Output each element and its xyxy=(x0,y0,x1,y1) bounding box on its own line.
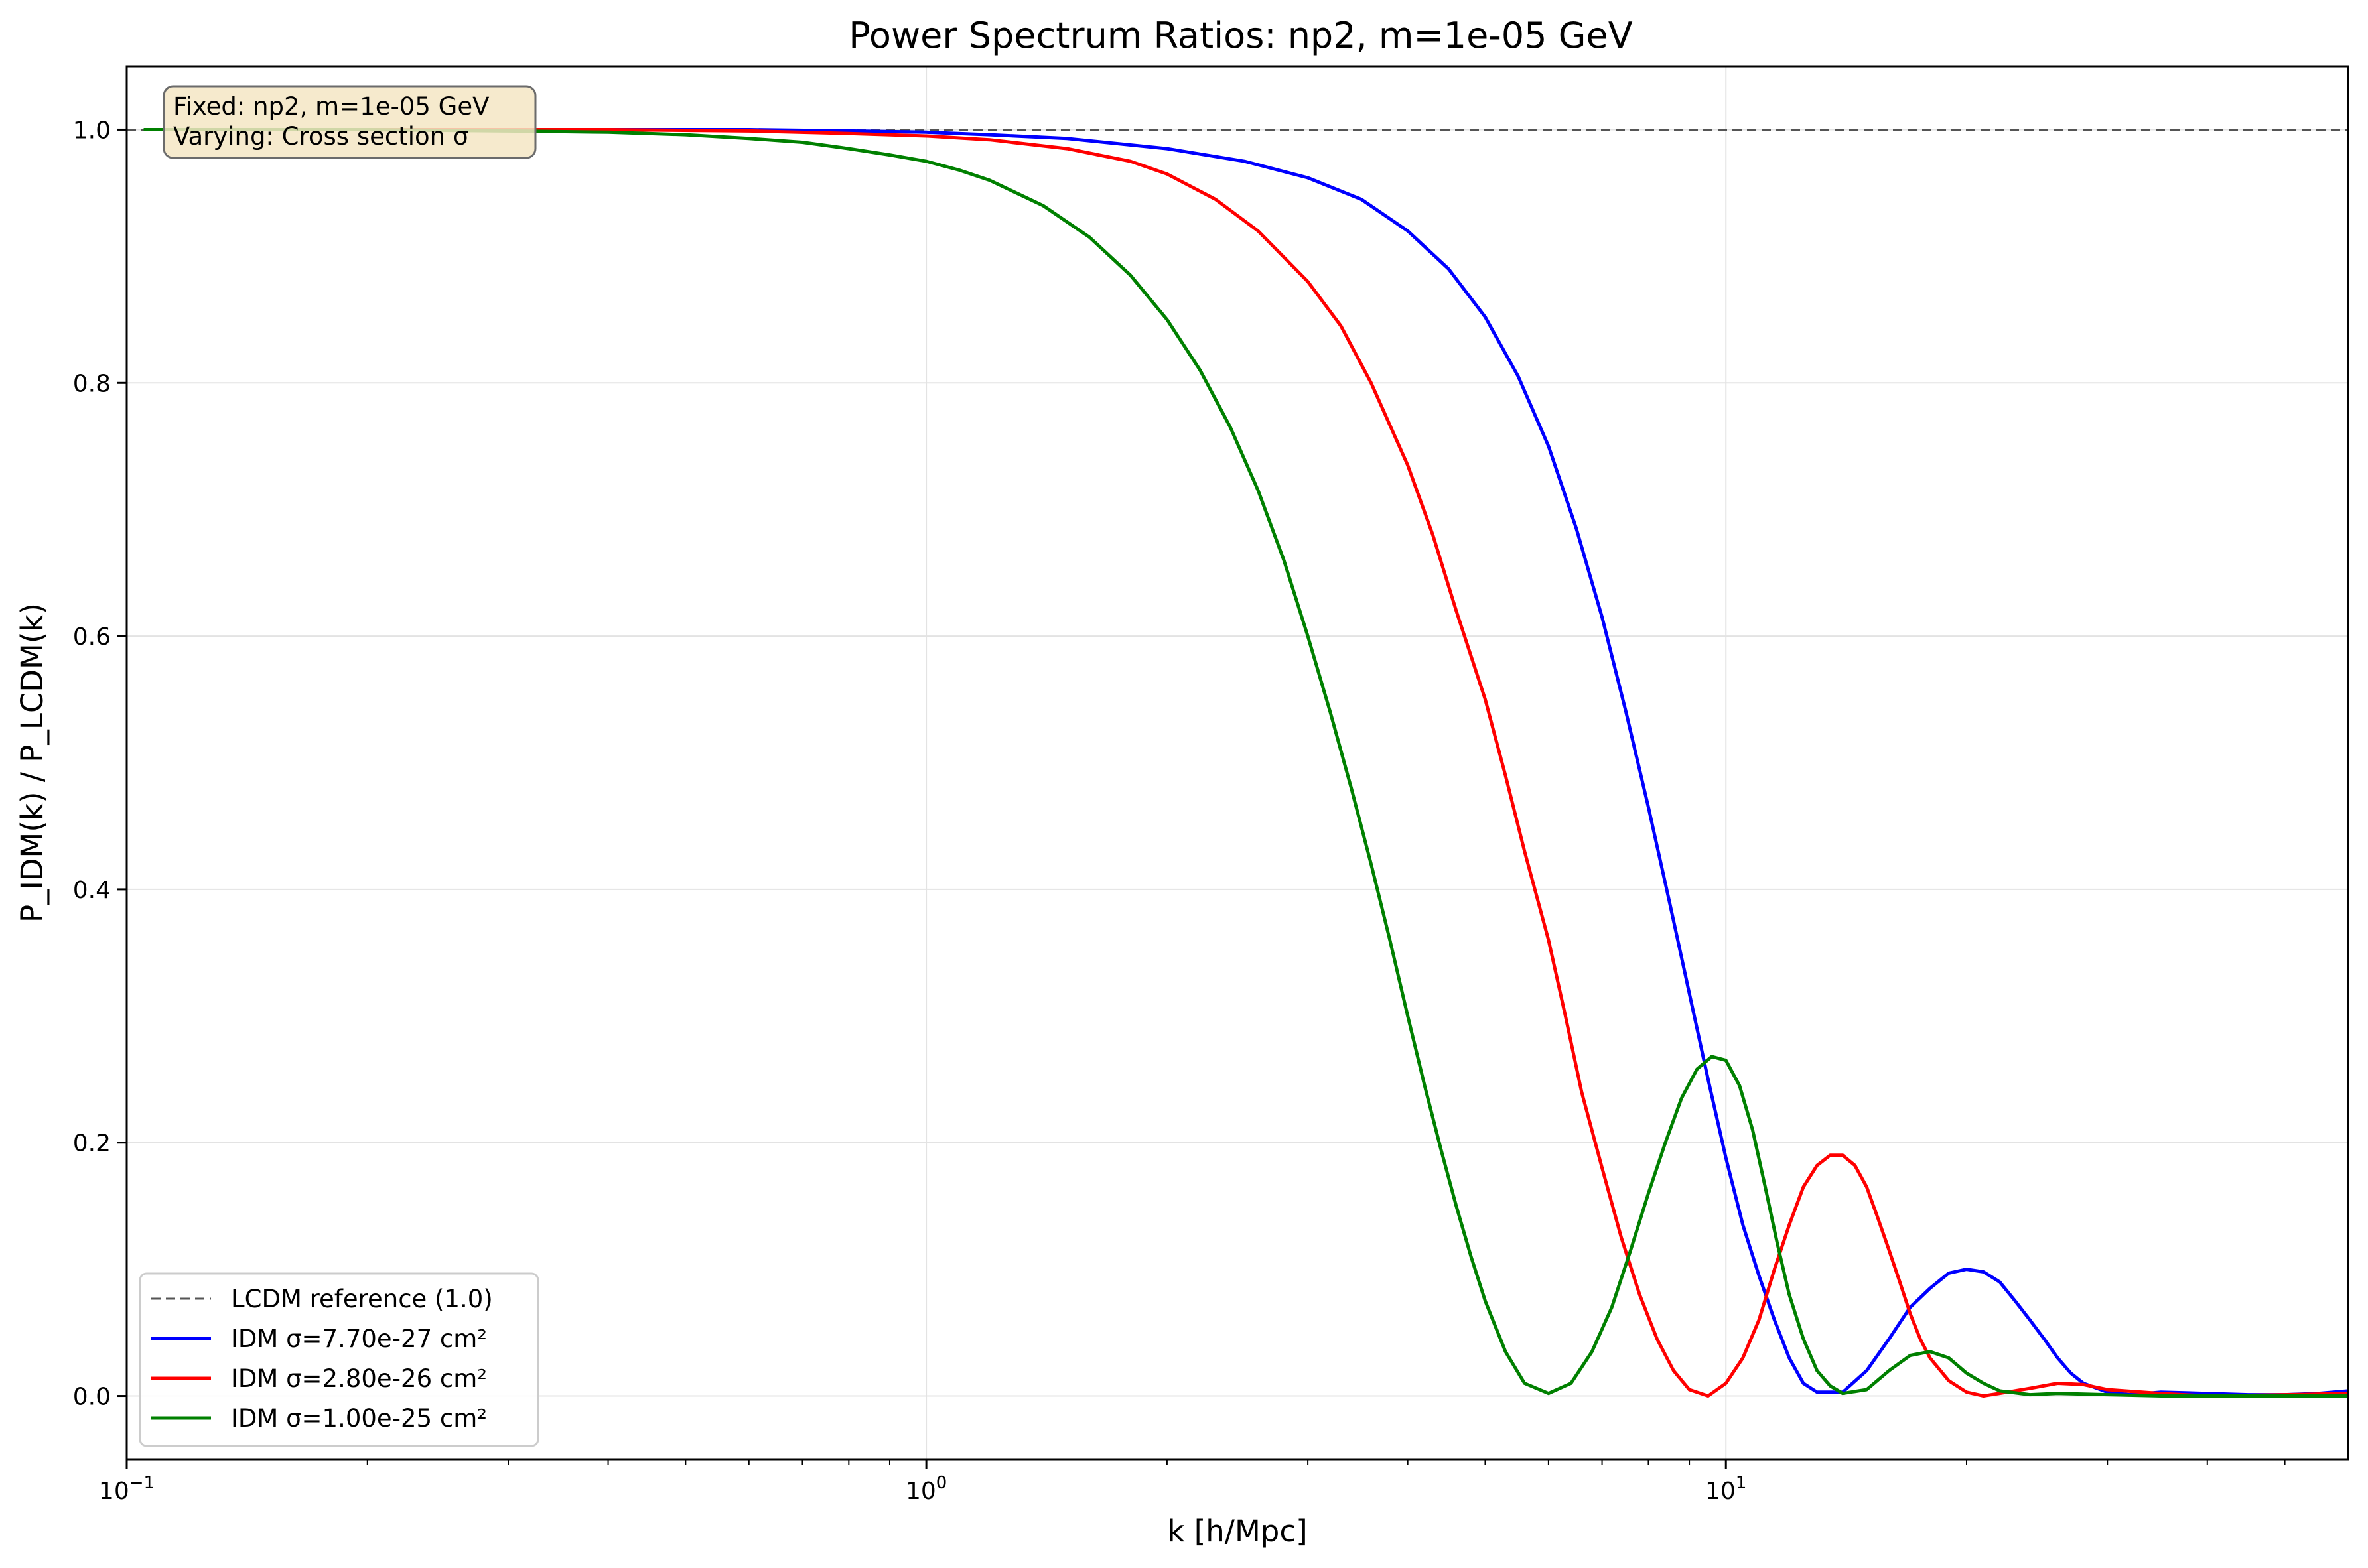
annotation-box: Fixed: np2, m=1e-05 GeV Varying: Cross s… xyxy=(163,85,537,159)
legend-label-sigma-2.80e-26: IDM σ=2.80e-26 cm² xyxy=(231,1364,487,1393)
legend-label-reference: LCDM reference (1.0) xyxy=(231,1285,493,1313)
legend: LCDM reference (1.0) IDM σ=7.70e-27 cm² … xyxy=(139,1272,539,1447)
plot-frame xyxy=(125,65,2349,1461)
y-axis-label: P_IDM(k) / P_LCDM(k) xyxy=(15,603,50,923)
y-axis-ticks: 0.0 0.2 0.4 0.6 0.8 1.0 xyxy=(73,117,127,1411)
y-tick-label-1: 0.2 xyxy=(73,1130,111,1157)
x-axis-label: k [h/Mpc] xyxy=(1167,1514,1307,1549)
minor-ticks xyxy=(366,1459,2286,1465)
series-line-sigma-2.80e-26 xyxy=(143,128,2348,1398)
y-tick-label-3: 0.6 xyxy=(73,623,111,651)
series-line-sigma-1.00e-25 xyxy=(143,128,2348,1398)
x-tick-label-1: 100 xyxy=(906,1473,947,1505)
legend-label-sigma-1.00e-25: IDM σ=1.00e-25 cm² xyxy=(231,1404,487,1433)
annotation-line-fixed: Fixed: np2, m=1e-05 GeV xyxy=(173,92,489,121)
x-tick-label-2: 101 xyxy=(1705,1473,1746,1505)
legend-frame xyxy=(139,1272,539,1447)
y-tick-label-2: 0.4 xyxy=(73,877,111,904)
x-axis-ticks: 10−1 100 101 xyxy=(99,1459,1746,1505)
legend-label-sigma-7.70e-27: IDM σ=7.70e-27 cm² xyxy=(231,1325,487,1353)
annotation-line-varying: Varying: Cross section σ xyxy=(173,122,468,151)
y-tick-label-4: 0.8 xyxy=(73,370,111,397)
chart-title: Power Spectrum Ratios: np2, m=1e-05 GeV xyxy=(849,15,1632,56)
x-tick-label-0: 10−1 xyxy=(99,1473,155,1505)
y-tick-label-0: 0.0 xyxy=(73,1384,111,1411)
y-tick-label-5: 1.0 xyxy=(73,117,111,144)
